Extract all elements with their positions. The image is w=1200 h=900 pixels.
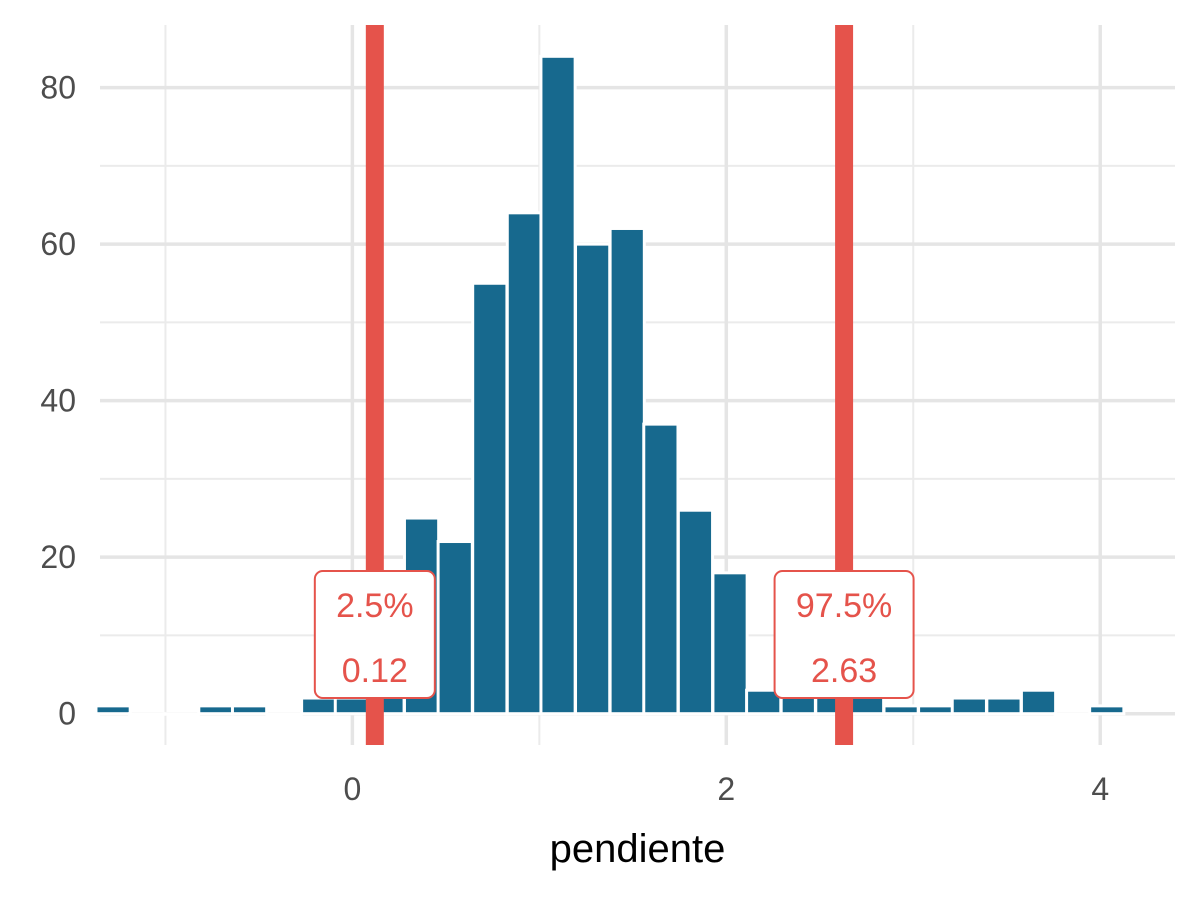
percentile-label-box <box>313 570 436 699</box>
histogram-bar <box>1053 712 1091 716</box>
percentile-label-value: 2.63 <box>811 652 877 690</box>
percentile-label-box <box>773 570 915 699</box>
x-tick-label: 0 <box>343 771 361 807</box>
bars <box>94 54 1126 716</box>
percentile-label-percent: 2.5% <box>336 587 414 625</box>
percentile-label-value: 0.12 <box>342 652 408 690</box>
histogram-bar <box>265 712 303 716</box>
histogram-bar <box>917 704 955 716</box>
histogram-bar <box>539 54 577 716</box>
histogram-bar <box>882 704 920 716</box>
histogram-bar <box>985 696 1023 716</box>
histogram-bar <box>676 508 715 716</box>
percentile-label: 2.5% 0.12 <box>313 570 436 699</box>
percentile-label-percent: 97.5% <box>796 587 892 625</box>
histogram-bar <box>574 242 612 716</box>
y-tick-label: 0 <box>58 696 76 732</box>
histogram-bar <box>1019 688 1058 716</box>
histogram-bar <box>128 712 166 716</box>
histogram-bar <box>1088 704 1126 716</box>
x-tick-label: 2 <box>717 771 735 807</box>
histogram-bar <box>230 704 269 716</box>
y-tick-label: 80 <box>40 70 76 106</box>
histogram-bar <box>333 696 371 716</box>
percentile-label: 97.5% 2.63 <box>773 570 915 699</box>
histogram-bar <box>711 571 749 716</box>
histogram-bar <box>300 696 338 716</box>
y-tick-label: 60 <box>40 226 76 262</box>
x-axis-title: pendiente <box>550 827 726 871</box>
histogram-bar <box>197 704 235 716</box>
histogram-bar <box>162 712 200 716</box>
histogram-bar <box>505 211 543 716</box>
histogram-bar <box>436 540 474 716</box>
x-tick-label: 4 <box>1091 771 1109 807</box>
y-tick-label: 40 <box>40 383 76 419</box>
histogram-bar <box>94 704 132 716</box>
histogram-bar <box>642 422 680 716</box>
y-tick-label: 20 <box>40 539 76 575</box>
histogram-bar <box>608 226 646 716</box>
histogram-bar <box>471 281 509 716</box>
histogram-bar <box>950 696 988 716</box>
